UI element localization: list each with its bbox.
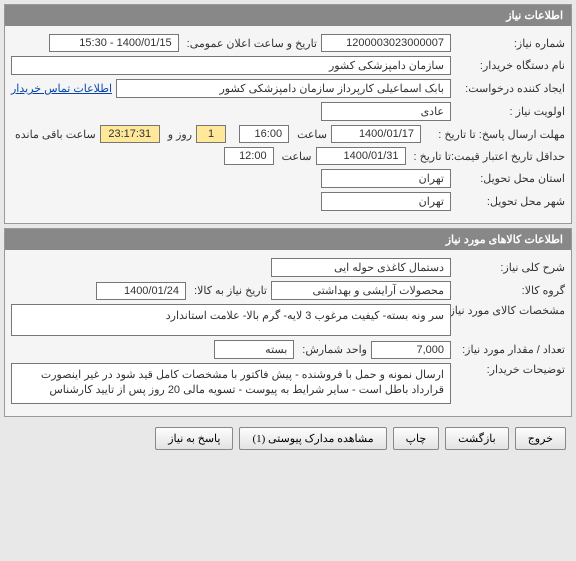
priority-value: عادی (321, 102, 451, 121)
remaining-text: ساعت باقی مانده (11, 128, 96, 141)
buyer-org-value: سازمان دامپزشکی کشور (11, 56, 451, 75)
need-no-value: 1200003023000007 (321, 34, 451, 52)
deadline-label: مهلت ارسال پاسخ: تا تاریخ : (425, 128, 565, 141)
button-bar: پاسخ به نیاز مشاهده مدارک پیوستی (1) چاپ… (0, 421, 576, 456)
need-no-label: شماره نیاز: (455, 37, 565, 50)
priority-label: اولویت نیاز : (455, 105, 565, 118)
requester-label: ایجاد کننده درخواست: (455, 82, 565, 95)
specs-value: سر ونه بسته- کیفیت مرغوب 3 لایه- گرم بال… (11, 304, 451, 336)
validity-label: حداقل تاریخ اعتبار قیمت: (455, 150, 565, 163)
need-info-header[interactable]: اطلاعات نیاز (5, 5, 571, 26)
goods-info-body: شرح کلی نیاز: دستمال کاغذی حوله ایی گروه… (5, 250, 571, 416)
requester-value: بابک اسماعیلی کارپرداز سازمان دامپزشکی ک… (116, 79, 451, 98)
days-text: روز و (164, 128, 192, 141)
general-desc-value: دستمال کاغذی حوله ایی (271, 258, 451, 277)
specs-label: مشخصات کالای مورد نیاز: (455, 304, 565, 317)
deadline-time: 16:00 (239, 125, 289, 143)
buyer-org-label: نام دستگاه خریدار: (455, 59, 565, 72)
date-to-goods-value: 1400/01/24 (96, 282, 186, 300)
delivery-city-label: شهر محل تحویل: (455, 195, 565, 208)
exit-button[interactable]: خروج (515, 427, 566, 450)
contact-link[interactable]: اطلاعات تماس خریدار (11, 82, 112, 95)
print-button[interactable]: چاپ (393, 427, 440, 450)
delivery-state-label: استان محل تحویل: (455, 172, 565, 185)
deadline-time-label: ساعت (293, 128, 327, 141)
goods-group-value: محصولات آرایشی و بهداشتی (271, 281, 451, 300)
validity-time-label: ساعت (278, 150, 312, 163)
delivery-state-value: تهران (321, 169, 451, 188)
back-button[interactable]: بازگشت (445, 427, 509, 450)
deadline-date: 1400/01/17 (331, 125, 421, 143)
announce-value: 1400/01/15 - 15:30 (49, 34, 179, 52)
buyer-notes-label: توضیحات خریدار: (455, 363, 565, 376)
days-remaining: 1 (196, 125, 226, 143)
general-desc-label: شرح کلی نیاز: (455, 261, 565, 274)
qty-value: 7,000 (371, 341, 451, 359)
validity-time: 12:00 (224, 147, 274, 165)
unit-value: بسته (214, 340, 294, 359)
need-info-panel: اطلاعات نیاز شماره نیاز: 120000302300000… (4, 4, 572, 224)
delivery-city-value: تهران (321, 192, 451, 211)
goods-info-panel: اطلاعات کالاهای مورد نیاز شرح کلی نیاز: … (4, 228, 572, 417)
qty-label: تعداد / مقدار مورد نیاز: (455, 343, 565, 356)
goods-info-header[interactable]: اطلاعات کالاهای مورد نیاز (5, 229, 571, 250)
validity-to-label: تا تاریخ : (410, 150, 451, 163)
attachments-button[interactable]: مشاهده مدارک پیوستی (1) (239, 427, 386, 450)
goods-group-label: گروه کالا: (455, 284, 565, 297)
respond-button[interactable]: پاسخ به نیاز (155, 427, 233, 450)
date-to-goods-label: تاریخ نیاز به کالا: (190, 284, 267, 297)
buyer-notes-value: ارسال نمونه و حمل با فروشنده - پیش فاکتو… (11, 363, 451, 404)
validity-date: 1400/01/31 (316, 147, 406, 165)
announce-label: تاریخ و ساعت اعلان عمومی: (183, 37, 317, 50)
unit-label: واحد شمارش: (298, 343, 367, 356)
time-remaining: 23:17:31 (100, 125, 160, 143)
need-info-body: شماره نیاز: 1200003023000007 تاریخ و ساع… (5, 26, 571, 223)
